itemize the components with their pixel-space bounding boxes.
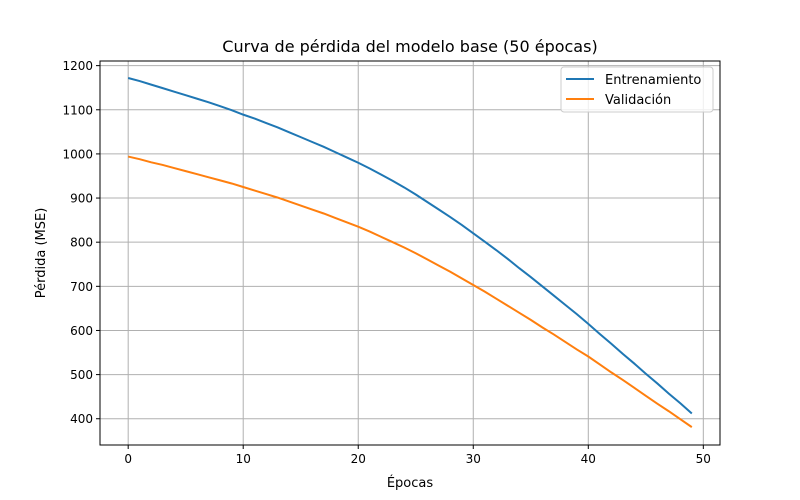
x-tick-label: 50 bbox=[696, 452, 711, 466]
x-tick-label: 0 bbox=[124, 452, 132, 466]
x-axis-label: Épocas bbox=[387, 475, 434, 491]
legend: Entrenamiento Validación bbox=[560, 66, 714, 113]
y-tick-label: 700 bbox=[70, 280, 93, 294]
series-line-entrenamiento bbox=[127, 77, 693, 415]
y-tick-label: 800 bbox=[70, 236, 93, 250]
y-axis-label: Pérdida (MSE) bbox=[34, 208, 49, 299]
legend-label-validacion: Validación bbox=[605, 93, 671, 108]
grid bbox=[100, 61, 720, 445]
y-tick-label: 900 bbox=[70, 192, 93, 206]
legend-label-entrenamiento: Entrenamiento bbox=[605, 73, 701, 88]
y-tick-label: 1100 bbox=[62, 103, 93, 117]
ticks: 0 10 20 30 40 50 400 500 600 700 800 900 1000 1100 120… bbox=[62, 59, 711, 466]
x-tick-label: 30 bbox=[466, 452, 481, 466]
y-tick-label: 500 bbox=[70, 368, 93, 382]
series-lines bbox=[127, 77, 693, 428]
y-tick-label: 400 bbox=[70, 412, 93, 426]
x-tick-label: 10 bbox=[236, 452, 251, 466]
y-tick-label: 1000 bbox=[62, 147, 93, 161]
y-tick-label: 1200 bbox=[62, 59, 93, 73]
series-line-validacion bbox=[127, 155, 693, 428]
x-tick-label: 20 bbox=[351, 452, 366, 466]
plot-frame bbox=[99, 60, 721, 446]
y-tick-label: 600 bbox=[70, 324, 93, 338]
x-tick-label: 40 bbox=[581, 452, 596, 466]
legend-box bbox=[560, 66, 714, 113]
chart-title: Curva de pérdida del modelo base (50 épo… bbox=[222, 37, 597, 56]
